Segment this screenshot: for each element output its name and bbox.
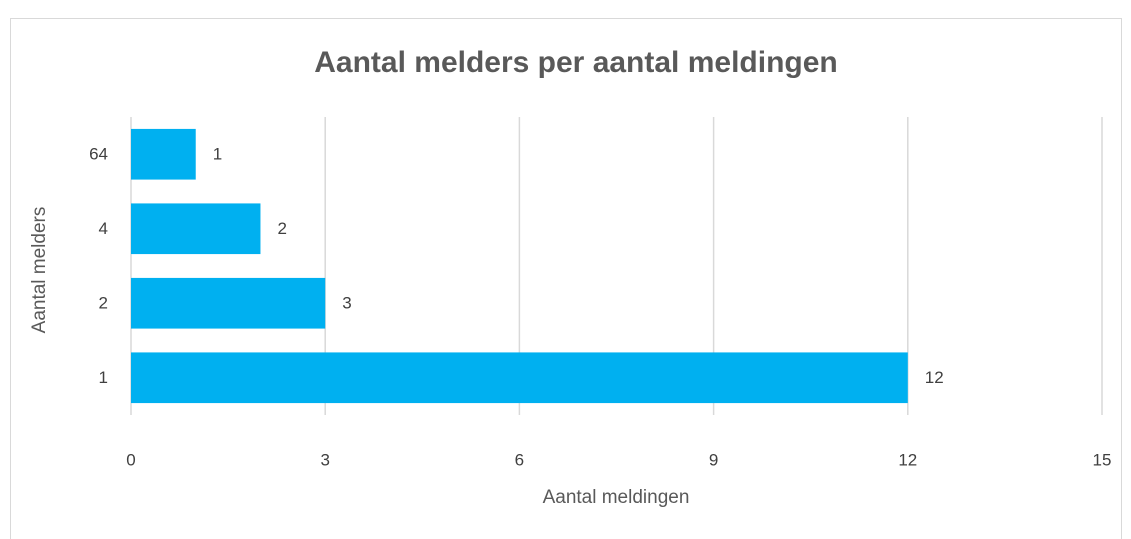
bar (131, 128, 196, 180)
chart-title: Aantal melders per aantal meldingen (314, 46, 838, 79)
x-tick-label: 9 (709, 450, 718, 469)
bar (131, 203, 261, 255)
x-tick-label: 12 (898, 450, 917, 469)
y-tick-label: 4 (99, 219, 108, 238)
data-label: 3 (342, 294, 351, 313)
y-tick-label: 1 (99, 368, 108, 387)
y-axis-title: Aantal melders (29, 207, 50, 334)
data-label: 2 (277, 219, 286, 238)
x-tick-label: 3 (320, 450, 329, 469)
y-tick-label: 64 (89, 145, 108, 164)
y-tick-label: 2 (99, 294, 108, 313)
data-label: 1 (213, 145, 222, 164)
data-label: 12 (925, 368, 944, 387)
x-tick-label: 6 (515, 450, 524, 469)
x-tick-label: 0 (126, 450, 135, 469)
x-axis-title: Aantal meldingen (543, 487, 690, 508)
x-tick-label: 15 (1093, 450, 1112, 469)
bar (131, 352, 908, 404)
bar (131, 277, 326, 329)
